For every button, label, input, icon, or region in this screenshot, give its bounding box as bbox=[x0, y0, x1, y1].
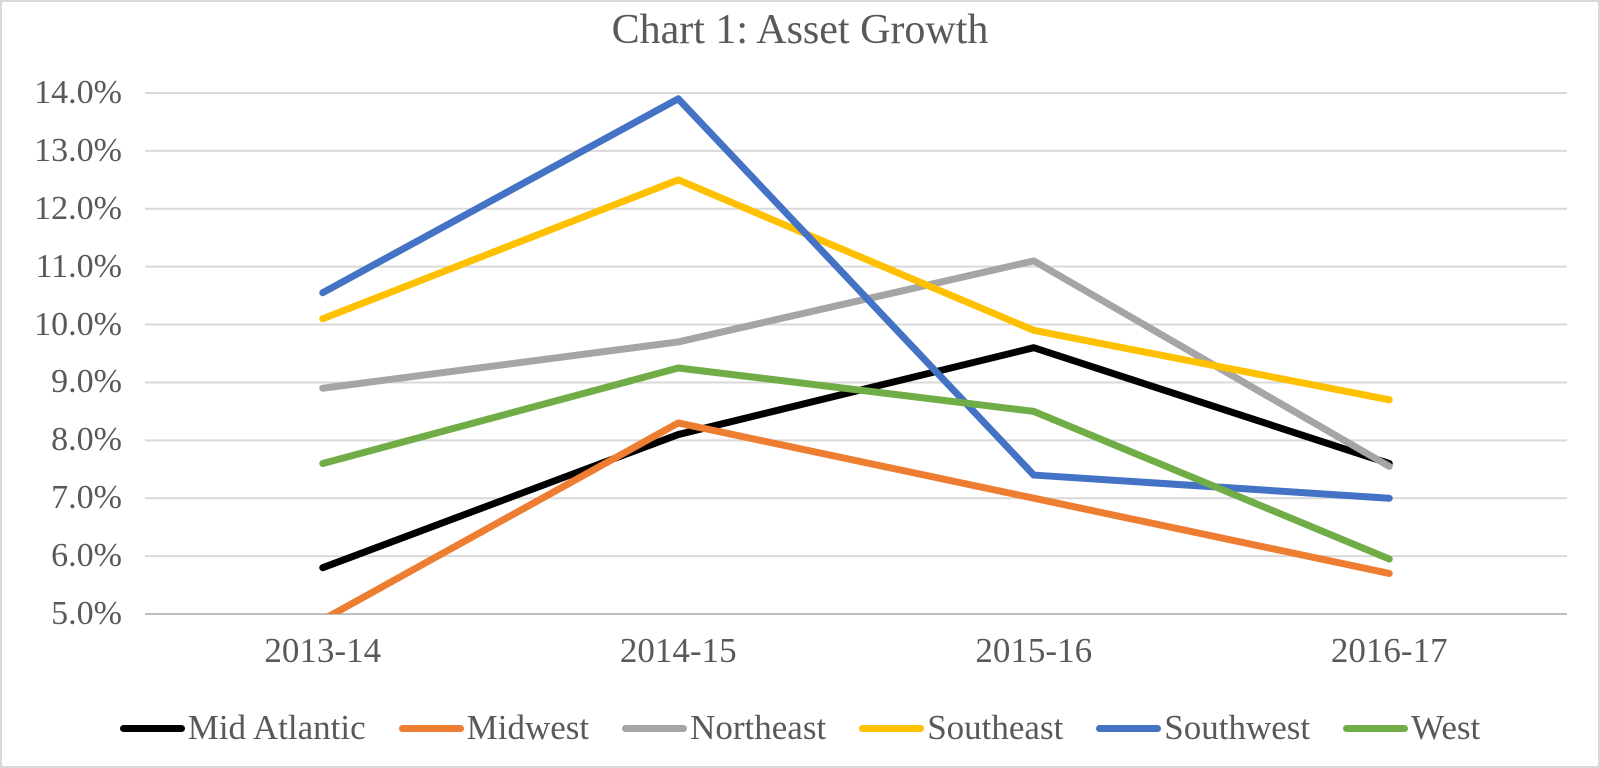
legend: Mid Atlantic Midwest Northeast Southeast Sou… bbox=[2, 702, 1598, 754]
legend-label: Midwest bbox=[466, 708, 590, 747]
y-axis-tick-label: 10.0% bbox=[34, 305, 122, 343]
x-axis-tick-label: 2016-17 bbox=[1330, 631, 1448, 670]
legend-label: Northeast bbox=[690, 708, 827, 747]
legend-item-mid-atlantic: Mid Atlantic bbox=[119, 708, 366, 748]
legend-swatch-midwest bbox=[398, 724, 464, 732]
y-axis-tick-label: 6.0% bbox=[51, 537, 122, 575]
x-axis-tick-label: 2015-16 bbox=[975, 631, 1093, 670]
legend-item-southwest: Southwest bbox=[1096, 708, 1310, 748]
legend-swatch-southwest bbox=[1096, 724, 1162, 732]
x-axis-tick-label: 2014-15 bbox=[619, 631, 737, 670]
legend-swatch-mid-atlantic bbox=[119, 724, 185, 732]
y-axis-tick-label: 5.0% bbox=[51, 595, 122, 632]
legend-label: West bbox=[1411, 708, 1481, 747]
legend-item-midwest: Midwest bbox=[398, 708, 590, 748]
legend-label: Southwest bbox=[1164, 708, 1311, 747]
series-line-midwest bbox=[325, 419, 1393, 614]
y-axis-tick-label: 12.0% bbox=[34, 189, 122, 227]
legend-item-west: West bbox=[1343, 708, 1480, 748]
y-axis-tick-label: 9.0% bbox=[51, 363, 122, 401]
y-axis-tick-label: 7.0% bbox=[51, 479, 122, 517]
x-axis-tick-label: 2013-14 bbox=[264, 631, 382, 670]
legend-label: Mid Atlantic bbox=[187, 708, 366, 747]
series-line-west bbox=[319, 364, 1393, 563]
y-axis-tick-label: 11.0% bbox=[35, 247, 122, 285]
y-axis-tick-label: 8.0% bbox=[51, 421, 122, 459]
legend-label: Southeast bbox=[927, 708, 1064, 747]
legend-swatch-southeast bbox=[859, 724, 925, 732]
legend-swatch-northeast bbox=[622, 724, 688, 732]
chart-title: Chart 1: Asset Growth bbox=[611, 7, 989, 53]
series-line-southeast bbox=[319, 176, 1393, 404]
legend-swatch-west bbox=[1343, 724, 1409, 732]
legend-item-northeast: Northeast bbox=[622, 708, 826, 748]
y-axis-tick-label: 14.0% bbox=[34, 74, 122, 111]
legend-item-southeast: Southeast bbox=[859, 708, 1063, 748]
y-axis-tick-label: 13.0% bbox=[34, 131, 122, 169]
